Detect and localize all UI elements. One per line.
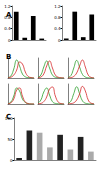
- svg-text:1.2: 1.2: [4, 4, 11, 9]
- svg-text:0.4: 0.4: [4, 26, 11, 31]
- svg-text:0.8: 0.8: [54, 15, 61, 20]
- svg-text:1.2: 1.2: [54, 4, 61, 9]
- svg-text:A: A: [6, 11, 12, 19]
- svg-text:0: 0: [8, 38, 11, 43]
- svg-text:0: 0: [58, 38, 61, 43]
- svg-text:B: B: [6, 53, 11, 61]
- svg-text:0.4: 0.4: [54, 26, 61, 31]
- svg-text:50: 50: [7, 137, 13, 142]
- svg-text:C: C: [6, 113, 11, 121]
- svg-text:0: 0: [10, 158, 13, 163]
